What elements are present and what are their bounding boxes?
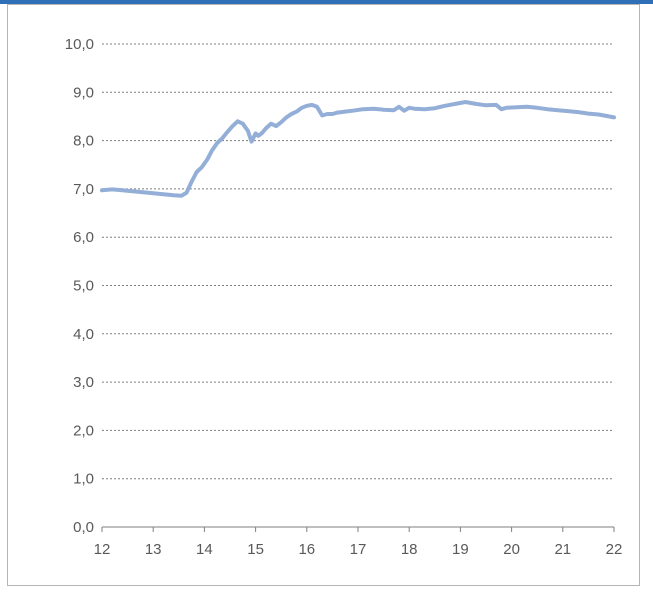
y-tick-label: 0,0 (73, 519, 94, 536)
series-layer (100, 100, 616, 198)
y-axis-tick-labels: 0,0 1,0 2,0 3,0 4,0 5,0 6,0 7,0 8,0 9,0 10,0 (65, 36, 94, 536)
y-tick-label: 10,0 (65, 36, 94, 53)
y-tick-label: 6,0 (73, 229, 94, 246)
x-tick-label: 12 (94, 541, 111, 558)
axes (101, 526, 615, 532)
x-tick-label: 15 (247, 541, 264, 558)
x-axis-tick-labels: 12 13 14 15 16 17 18 19 20 21 22 (94, 541, 623, 558)
series-line-0 (100, 100, 616, 198)
y-tick-label: 4,0 (73, 326, 94, 343)
y-tick-label: 1,0 (73, 471, 94, 488)
x-tick-label: 13 (145, 541, 162, 558)
x-tick-label: 18 (401, 541, 418, 558)
y-tick-label: 5,0 (73, 278, 94, 295)
y-tick-label: 2,0 (73, 422, 94, 439)
x-tick-label: 19 (452, 541, 469, 558)
y-tick-label: 3,0 (73, 374, 94, 391)
x-tick-label: 14 (196, 541, 213, 558)
x-tick-label: 22 (606, 541, 623, 558)
chart-frame (7, 4, 640, 586)
x-tick-label: 20 (503, 541, 520, 558)
y-tick-label: 9,0 (73, 84, 94, 101)
x-tick-label: 17 (350, 541, 367, 558)
header-accent-bar (0, 0, 653, 4)
x-tick-label: 21 (554, 541, 571, 558)
x-tick-label: 16 (298, 541, 315, 558)
y-tick-label: 7,0 (73, 181, 94, 198)
y-tick-label: 8,0 (73, 133, 94, 150)
